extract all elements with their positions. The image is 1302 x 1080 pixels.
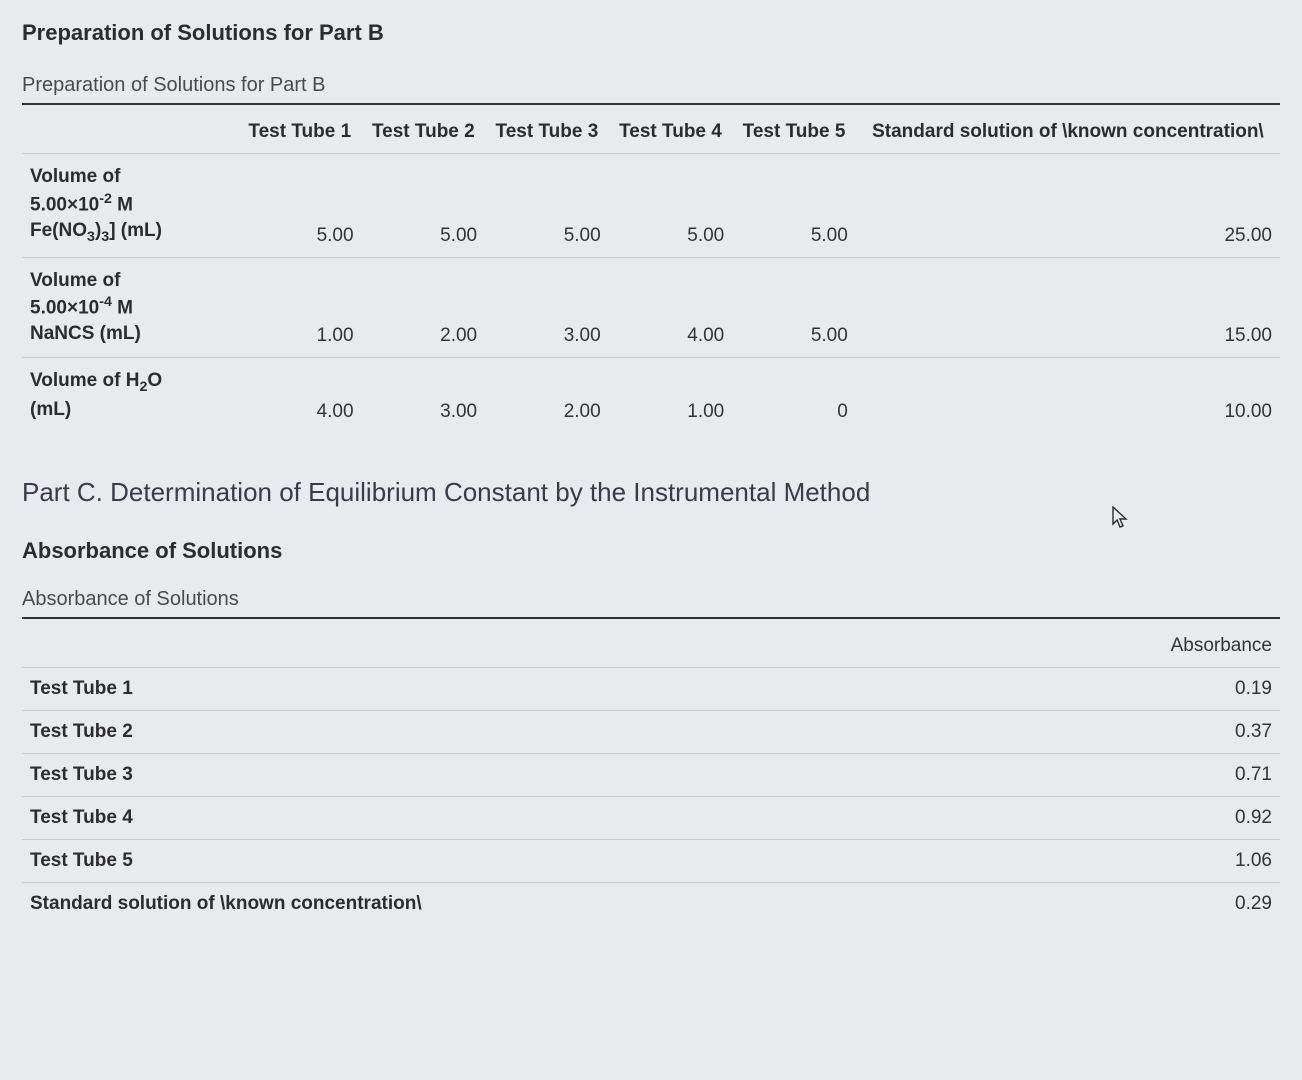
table-b-cell: 3.00	[485, 257, 609, 357]
table-b-cell: 15.00	[856, 257, 1280, 357]
table-c-absorbance-header: Absorbance	[999, 625, 1280, 668]
table-b-header-row: Test Tube 1 Test Tube 2 Test Tube 3 Test…	[22, 111, 1280, 154]
table-b-cell: 5.00	[362, 154, 486, 258]
table-b-cell: 1.00	[609, 357, 733, 432]
table-row: Test Tube 51.06	[22, 839, 1280, 882]
table-b-cell: 2.00	[362, 257, 486, 357]
table-b-col-6: Standard solution of \known concentratio…	[856, 111, 1280, 154]
table-row: Volume of5.00×10-2 MFe(NO3)3] (mL)5.005.…	[22, 154, 1280, 258]
table-c-header-row: Absorbance	[22, 625, 1280, 668]
table-b-caption: Preparation of Solutions for Part B	[22, 74, 1280, 105]
table-row: Test Tube 20.37	[22, 710, 1280, 753]
table-row: Volume of H2O(mL)4.003.002.001.00010.00	[22, 357, 1280, 432]
table-b-cell: 4.00	[238, 357, 362, 432]
table-b-cell: 10.00	[856, 357, 1280, 432]
table-b-col-4: Test Tube 4	[609, 111, 733, 154]
table-c-row-label: Test Tube 5	[22, 839, 999, 882]
part-c-heading: Part C. Determination of Equilibrium Con…	[22, 477, 1280, 508]
table-b-cell: 0	[732, 357, 856, 432]
table-row: Test Tube 40.92	[22, 796, 1280, 839]
table-b-cell: 5.00	[732, 154, 856, 258]
table-c-row-label: Test Tube 1	[22, 667, 999, 710]
table-c-row-label: Test Tube 4	[22, 796, 999, 839]
cursor-icon	[1112, 506, 1130, 530]
table-b-cell: 3.00	[362, 357, 486, 432]
section-b-title: Preparation of Solutions for Part B	[22, 20, 1280, 46]
table-b-row-label-0: Volume of5.00×10-2 MFe(NO3)3] (mL)	[22, 154, 238, 258]
table-c-absorbance-value: 0.37	[999, 710, 1280, 753]
table-c-absorbance-value: 1.06	[999, 839, 1280, 882]
table-c-caption: Absorbance of Solutions	[22, 588, 1280, 619]
table-b-cell: 5.00	[485, 154, 609, 258]
table-b-cell: 4.00	[609, 257, 733, 357]
table-b-cell: 5.00	[609, 154, 733, 258]
table-c-absorbance-value: 0.29	[999, 882, 1280, 925]
table-b-col-3: Test Tube 3	[485, 111, 609, 154]
table-b-cell: 25.00	[856, 154, 1280, 258]
table-c-absorbance-value: 0.92	[999, 796, 1280, 839]
table-b-cell: 5.00	[238, 154, 362, 258]
table-row: Volume of5.00×10-4 MNaNCS (mL)1.002.003.…	[22, 257, 1280, 357]
table-row: Test Tube 30.71	[22, 753, 1280, 796]
table-b-col-1: Test Tube 1	[238, 111, 362, 154]
table-b-row-label-1: Volume of5.00×10-4 MNaNCS (mL)	[22, 257, 238, 357]
table-row: Standard solution of \known concentratio…	[22, 882, 1280, 925]
table-b-cell: 1.00	[238, 257, 362, 357]
table-b-empty-header	[22, 111, 238, 154]
table-c-row-label: Test Tube 2	[22, 710, 999, 753]
table-c-empty-header	[22, 625, 999, 668]
table-b-col-2: Test Tube 2	[362, 111, 486, 154]
table-c-row-label: Test Tube 3	[22, 753, 999, 796]
table-b-row-label-2: Volume of H2O(mL)	[22, 357, 238, 432]
table-c-absorbance-value: 0.19	[999, 667, 1280, 710]
absorbance-subheading: Absorbance of Solutions	[22, 538, 1280, 564]
table-c-row-label: Standard solution of \known concentratio…	[22, 882, 999, 925]
table-b-cell: 2.00	[485, 357, 609, 432]
table-b: Test Tube 1 Test Tube 2 Test Tube 3 Test…	[22, 111, 1280, 433]
table-b-col-5: Test Tube 5	[732, 111, 856, 154]
table-row: Test Tube 10.19	[22, 667, 1280, 710]
table-c: Absorbance Test Tube 10.19Test Tube 20.3…	[22, 625, 1280, 925]
table-c-absorbance-value: 0.71	[999, 753, 1280, 796]
table-b-cell: 5.00	[732, 257, 856, 357]
